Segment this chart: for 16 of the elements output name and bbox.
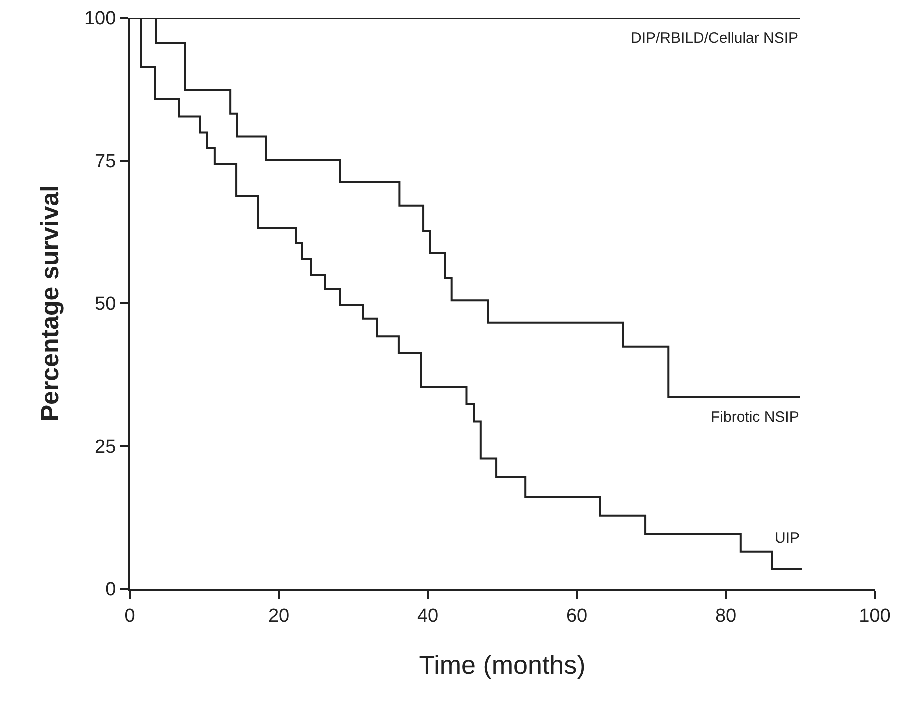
x-tick-label: 20 — [268, 606, 290, 627]
y-tick-label: 0 — [106, 580, 116, 601]
x-tick-label: 40 — [417, 606, 439, 627]
x-tick-label: 100 — [859, 606, 891, 627]
y-tick-label: 25 — [95, 436, 116, 458]
y-tick-label: 100 — [84, 8, 116, 30]
series-label: UIP — [775, 530, 800, 547]
series-label: DIP/RBILD/Cellular NSIP — [631, 30, 799, 47]
x-tick-label: 80 — [715, 606, 737, 627]
x-tick-label: 60 — [566, 606, 588, 627]
y-axis-title: Percentage survival — [36, 185, 65, 422]
y-tick-label: 50 — [95, 294, 116, 316]
series-label: Fibrotic NSIP — [711, 409, 800, 426]
y-tick-label: 75 — [95, 151, 116, 172]
x-tick-label: 0 — [124, 606, 136, 627]
x-axis-title: Time (months) — [419, 650, 586, 680]
